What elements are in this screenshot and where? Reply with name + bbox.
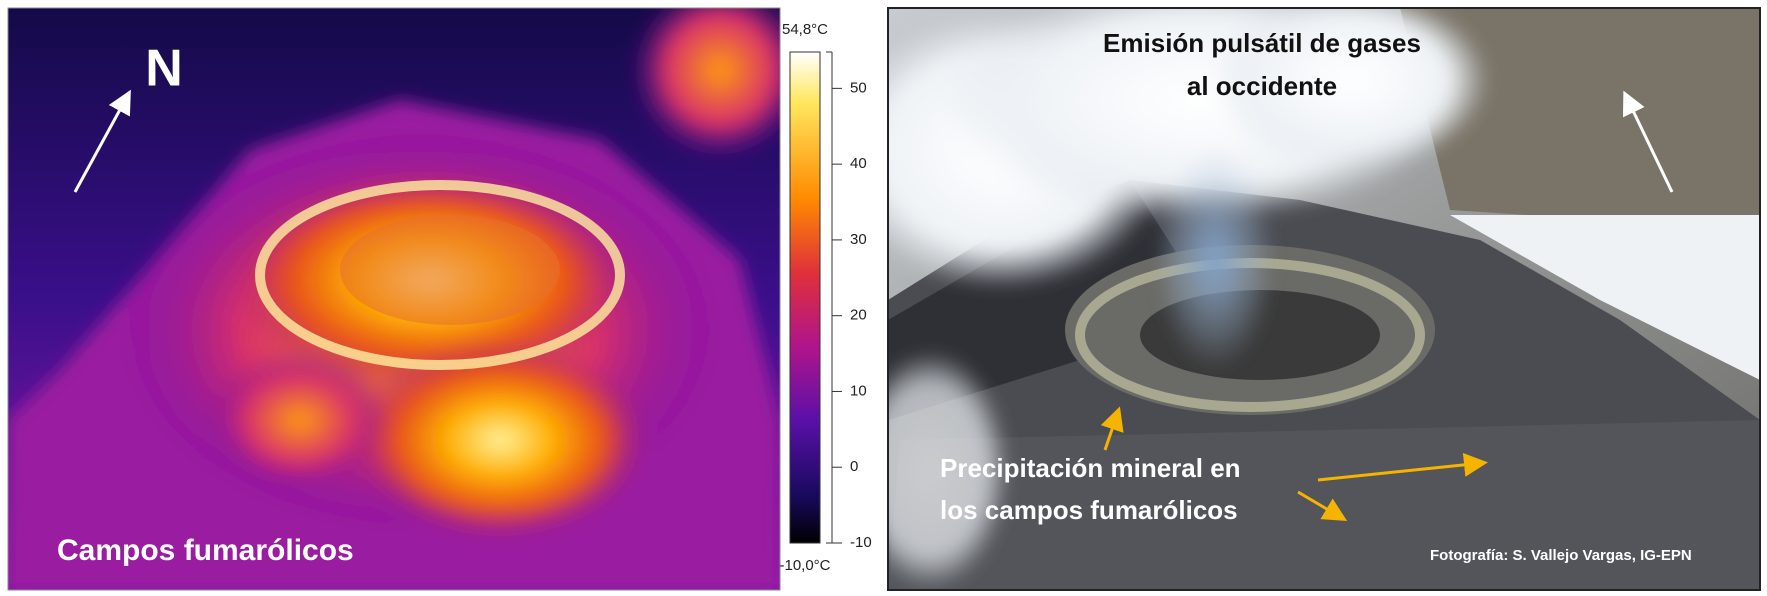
thermal-image — [8, 8, 780, 590]
colorbar-tick-label: 20 — [850, 307, 867, 324]
colorbar-max-label: 54,8°C — [782, 21, 828, 38]
crater-photo — [888, 8, 1760, 590]
photo-title: Emisión pulsátil de gases — [1103, 28, 1421, 58]
colorbar-tick-label: 0 — [850, 458, 858, 475]
photo-annotation: Precipitación mineral en — [940, 453, 1241, 483]
colorbar-tick-label: 30 — [850, 231, 867, 248]
north-arrow — [73, 89, 131, 193]
colorbar-tick-label: 10 — [850, 382, 867, 399]
north-arrow-photo — [1622, 90, 1674, 193]
colorbar-min-label: -10,0°C — [779, 557, 830, 574]
colorbar: 54,8°C -10,0°C 50 40 30 20 10 0 -10 — [779, 21, 871, 574]
thermal-caption: Campos fumarólicos — [57, 534, 354, 567]
colorbar-tick-label: 40 — [850, 155, 867, 172]
photo-frame — [887, 7, 1761, 591]
colorbar-tick-label: 50 — [850, 79, 867, 96]
photo-annotation: los campos fumarólicos — [940, 495, 1238, 525]
colorbar-tick-label: -10 — [850, 534, 872, 551]
photo-credit: Fotografía: S. Vallejo Vargas, IG-EPN — [1430, 547, 1692, 564]
colorbar-gradient — [789, 51, 821, 544]
pointer-arrow — [1317, 452, 1488, 482]
north-label: N — [145, 40, 183, 98]
thermal-frame — [7, 7, 781, 591]
photo-title: al occidente — [1187, 71, 1337, 101]
pointer-arrow — [1100, 406, 1124, 451]
pointer-arrow — [1297, 490, 1348, 522]
